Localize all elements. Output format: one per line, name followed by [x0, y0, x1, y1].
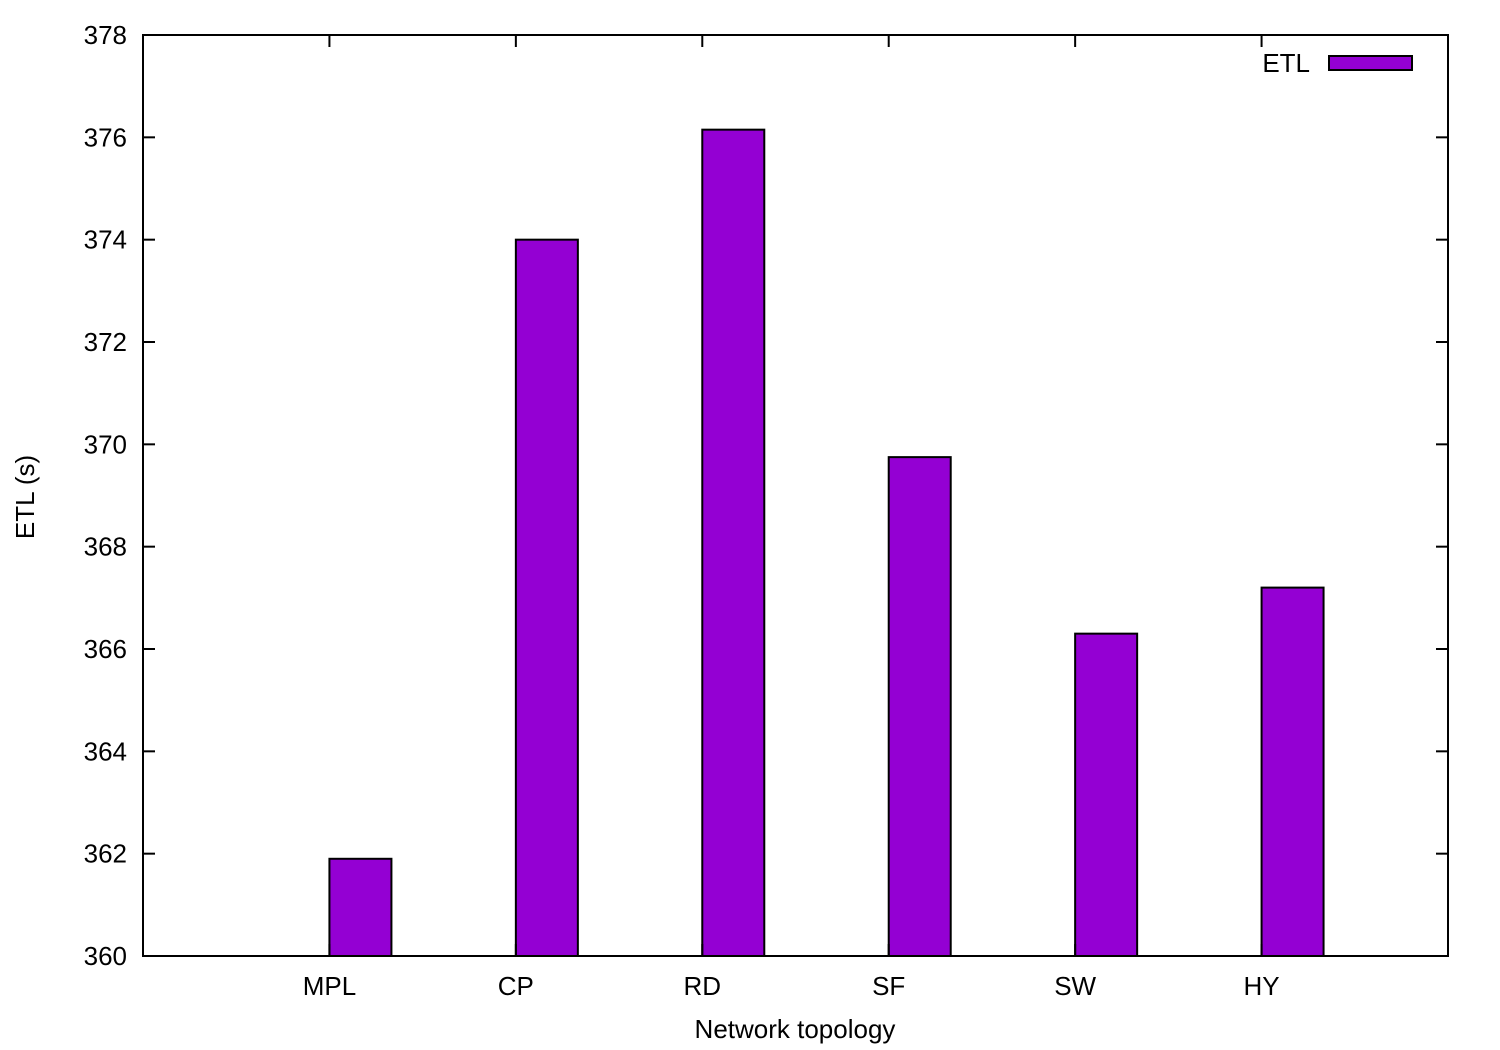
y-tick-label: 360 — [84, 941, 127, 971]
y-axis-ticks: 360 362 364 366 368 370 372 374 376 378 — [84, 20, 1448, 971]
legend: ETL — [1262, 48, 1413, 78]
bar-sf — [887, 456, 952, 957]
y-tick-label: 364 — [84, 736, 127, 766]
x-tick-label: MPL — [303, 971, 356, 1001]
bar-cp — [514, 238, 579, 957]
y-tick-label: 366 — [84, 634, 127, 664]
x-axis-ticks: MPL CP RD SF SW HY — [303, 35, 1280, 1001]
y-tick-label: 376 — [84, 122, 127, 152]
plot-frame — [142, 34, 1449, 957]
y-tick-label: 362 — [84, 839, 127, 869]
bar-hy — [1260, 586, 1325, 957]
x-tick-label: RD — [684, 971, 722, 1001]
y-tick-label: 370 — [84, 429, 127, 459]
legend-swatch — [1328, 55, 1413, 71]
y-tick-label: 372 — [84, 327, 127, 357]
y-tick-label: 368 — [84, 532, 127, 562]
x-tick-label: CP — [498, 971, 534, 1001]
bars-group — [328, 128, 1325, 958]
x-tick-label: SW — [1054, 971, 1096, 1001]
x-tick-label: HY — [1244, 971, 1280, 1001]
x-axis-label: Network topology — [695, 1014, 896, 1044]
y-tick-label: 374 — [84, 225, 127, 255]
bar-sw — [1074, 632, 1139, 958]
bar-mpl — [328, 857, 393, 957]
bar-rd — [701, 128, 766, 958]
x-tick-label: SF — [872, 971, 905, 1001]
y-tick-label: 378 — [84, 20, 127, 50]
y-axis-label: ETL (s) — [10, 455, 40, 539]
legend-label: ETL — [1262, 48, 1310, 78]
